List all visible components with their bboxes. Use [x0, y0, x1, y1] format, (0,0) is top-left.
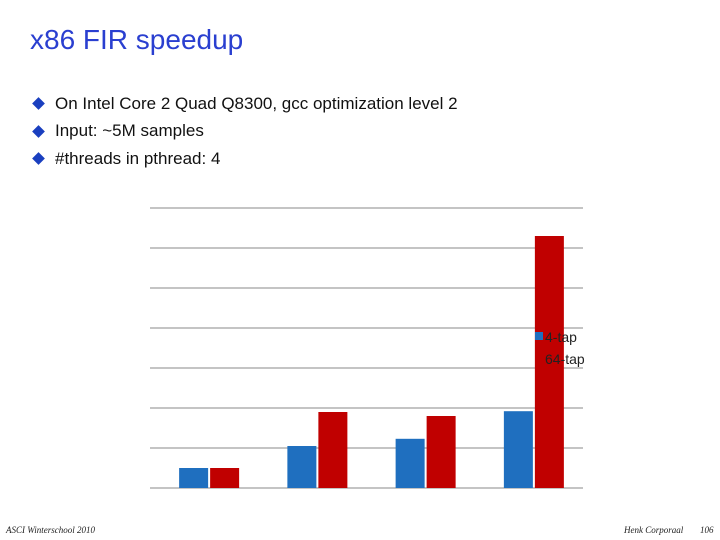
bar-series-2: [426, 416, 456, 488]
page-number: 106: [700, 525, 714, 535]
bullet-item: #threads in pthread: 4: [30, 145, 458, 173]
footer-author: Henk Corporaal: [624, 525, 684, 535]
footer-left: ASCI Winterschool 2010: [6, 525, 95, 535]
bar-series-2: [210, 468, 240, 488]
bar-series-1: [179, 468, 209, 488]
bar-series-1: [287, 446, 317, 488]
bullet-list: On Intel Core 2 Quad Q8300, gcc optimiza…: [30, 90, 458, 173]
bullet-text: #threads in pthread: 4: [55, 148, 221, 168]
legend-swatch: [535, 332, 543, 340]
slide-title: x86 FIR speedup: [30, 24, 244, 55]
bullet-item: Input: ~5M samples: [30, 118, 458, 146]
legend-label: 4-tap: [545, 329, 577, 345]
bullet-text: Input: ~5M samples: [55, 121, 204, 141]
bullet-item: On Intel Core 2 Quad Q8300, gcc optimiza…: [30, 90, 458, 118]
bullet-text: On Intel Core 2 Quad Q8300, gcc optimiza…: [55, 93, 458, 113]
bar-series-2: [534, 236, 564, 488]
legend-label: 64-tap: [545, 351, 585, 367]
bar-series-2: [318, 412, 348, 488]
bar-series-1: [395, 438, 425, 488]
bar-series-1: [503, 411, 533, 488]
